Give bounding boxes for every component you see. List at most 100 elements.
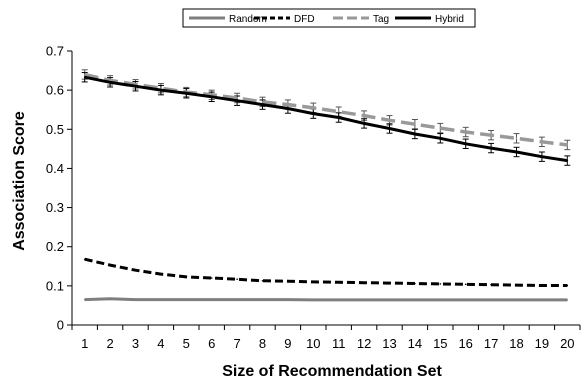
x-tick-label: 11 <box>332 336 346 351</box>
data-point-dfd <box>210 277 213 279</box>
x-tick-label: 1 <box>81 336 88 351</box>
data-point-random <box>541 299 543 301</box>
y-tick-label: 0.4 <box>46 161 64 176</box>
data-point-tag <box>566 144 569 146</box>
data-point-hybrid <box>185 92 188 95</box>
x-tick-label: 3 <box>132 336 139 351</box>
x-tick-label: 7 <box>233 336 240 351</box>
x-axis: 1 2 3 4 5 6 7 8 9 10 11 12 13 14 15 16 17 18 19 20 <box>71 324 581 351</box>
data-point-hybrid <box>541 155 543 158</box>
data-point-dfd <box>566 284 569 287</box>
data-point-dfd <box>388 282 391 284</box>
data-point-dfd <box>160 273 162 275</box>
data-point-random <box>464 299 467 301</box>
data-point-random <box>337 299 340 301</box>
data-point-tag <box>83 73 86 76</box>
series-line-random <box>84 297 568 302</box>
data-point-tag <box>363 114 365 117</box>
data-point-tag <box>312 106 315 109</box>
data-point-random <box>185 298 188 301</box>
x-tick-label: 19 <box>535 336 549 351</box>
x-tick-label: 8 <box>259 336 266 351</box>
series-line-tag <box>84 72 568 147</box>
data-point-dfd <box>337 281 340 284</box>
legend-box <box>182 8 476 28</box>
data-point-random <box>160 298 162 301</box>
data-point-hybrid <box>312 112 315 115</box>
data-point-tag <box>388 119 391 122</box>
data-point-random <box>439 299 442 301</box>
y-tick-label: 0.3 <box>46 200 64 215</box>
y-axis-title: Association Score <box>11 111 28 251</box>
data-point-tag <box>261 101 264 103</box>
data-point-random <box>83 298 86 301</box>
data-point-dfd <box>83 258 86 261</box>
legend-label-hybrid: Hybrid <box>435 14 464 25</box>
x-tick-label: 20 <box>560 336 574 351</box>
x-tick-label: 13 <box>382 336 396 351</box>
data-point-random <box>566 299 569 301</box>
x-tick-label: 15 <box>433 336 447 351</box>
data-point-dfd <box>414 282 416 285</box>
data-point-hybrid <box>109 81 111 84</box>
data-point-hybrid <box>464 142 467 145</box>
error-bars <box>81 69 571 166</box>
x-axis-title: Size of Recommendation Set <box>222 363 442 380</box>
data-point-dfd <box>490 283 492 286</box>
x-tick-label: 2 <box>106 336 113 351</box>
data-point-tag <box>236 97 238 99</box>
data-point-tag <box>337 110 340 113</box>
data-point-hybrid <box>490 147 492 149</box>
data-point-tag <box>515 137 518 140</box>
y-tick-label: 0.6 <box>46 83 64 98</box>
data-point-hybrid <box>287 107 289 110</box>
x-tick-label: 16 <box>458 336 472 351</box>
data-point-random <box>414 299 416 301</box>
data-point-random <box>261 298 264 301</box>
data-point-dfd <box>363 281 365 284</box>
data-point-random <box>134 298 137 301</box>
data-point-dfd <box>261 279 264 282</box>
data-point-hybrid <box>83 76 86 79</box>
data-point-hybrid <box>363 122 365 125</box>
data-point-hybrid <box>566 159 569 162</box>
y-tick-label: 0 <box>57 318 64 333</box>
data-point-tag <box>464 131 467 133</box>
x-tick-label: 10 <box>306 336 320 351</box>
data-point-hybrid <box>515 151 518 153</box>
data-point-dfd <box>236 278 238 281</box>
y-tick-label: 0.2 <box>46 239 64 254</box>
data-point-dfd <box>134 269 137 272</box>
y-tick-label: 0.5 <box>46 122 64 137</box>
data-point-random <box>210 298 213 301</box>
x-tick-label: 14 <box>408 336 422 351</box>
y-tick-label: 0.7 <box>46 44 64 59</box>
data-point-random <box>236 298 238 301</box>
x-tick-label: 5 <box>183 336 190 351</box>
x-tick-label: 4 <box>157 336 164 351</box>
legend-label-tag: Tag <box>373 14 389 25</box>
data-point-dfd <box>541 284 543 287</box>
data-point-dfd <box>515 284 518 286</box>
data-point-tag <box>541 141 543 143</box>
data-point-dfd <box>287 280 289 282</box>
data-point-hybrid <box>134 85 137 88</box>
x-tick-label: 6 <box>208 336 215 351</box>
data-point-dfd <box>464 283 467 286</box>
data-point-hybrid <box>261 103 264 106</box>
series-lines <box>83 72 569 302</box>
series-line-hybrid <box>84 75 568 163</box>
data-point-random <box>287 298 289 301</box>
data-point-tag <box>414 123 416 125</box>
y-tick-label: 0.1 <box>46 278 64 293</box>
y-axis: 0 0.1 0.2 0.3 0.4 0.5 0.6 0.7 <box>46 44 73 333</box>
data-point-hybrid <box>160 89 162 91</box>
data-point-tag <box>287 103 289 106</box>
data-point-dfd <box>312 281 315 283</box>
data-point-hybrid <box>337 116 340 119</box>
x-tick-label: 18 <box>509 336 523 351</box>
data-point-dfd <box>109 264 111 266</box>
data-point-random <box>109 297 111 300</box>
data-point-random <box>363 299 365 301</box>
